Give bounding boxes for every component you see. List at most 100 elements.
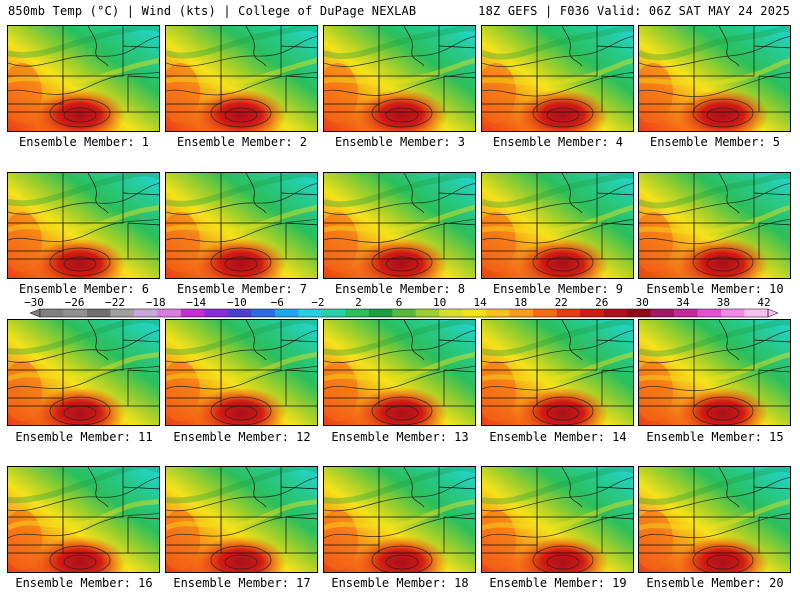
- ensemble-member-panel: [323, 25, 476, 132]
- ensemble-member-label: Ensemble Member: 6: [18, 282, 150, 296]
- temperature-map: [482, 173, 633, 278]
- ensemble-member-label: Ensemble Member: 16: [15, 576, 153, 590]
- colorbar-swatch: [486, 309, 510, 317]
- colorbar-swatch: [86, 309, 111, 317]
- colorbar-tick-label: −26: [65, 296, 85, 309]
- ensemble-member-label: Ensemble Member: 13: [331, 430, 469, 444]
- colorbar-swatch: [345, 309, 370, 317]
- ensemble-member-label: Ensemble Member: 19: [489, 576, 627, 590]
- temperature-map: [639, 173, 790, 278]
- ensemble-member-panel: [323, 319, 476, 426]
- ensemble-member-label: Ensemble Member: 7: [176, 282, 308, 296]
- colorbar-swatch: [533, 309, 557, 317]
- ensemble-member-panel: [481, 25, 634, 132]
- colorbar-swatch: [392, 309, 417, 317]
- colorbar-swatch: [721, 309, 745, 317]
- colorbar-swatch: [321, 309, 346, 317]
- temperature-map: [482, 320, 633, 425]
- colorbar-swatch: [63, 309, 88, 317]
- temperature-map: [166, 26, 317, 131]
- ensemble-member-label: Ensemble Member: 17: [173, 576, 311, 590]
- colorbar-swatch: [251, 309, 276, 317]
- model-valid-time: 18Z GEFS | F036 Valid: 06Z SAT MAY 24 20…: [478, 4, 790, 18]
- ensemble-member-label: Ensemble Member: 8: [334, 282, 466, 296]
- ensemble-member-label: Ensemble Member: 18: [331, 576, 469, 590]
- colorbar-swatch: [603, 309, 628, 317]
- colorbar-tick-label: 14: [473, 296, 487, 309]
- colorbar-tick-label: 18: [514, 296, 527, 309]
- temperature-map: [8, 467, 159, 572]
- temperature-map: [166, 320, 317, 425]
- temperature-colorbar: −30 −26 −22 −18 −14 −10 −6 −2 2 6 10 14 18 22 26 30 34 38…: [24, 296, 779, 318]
- ensemble-member-label: Ensemble Member: 9: [492, 282, 624, 296]
- ensemble-member-label: Ensemble Member: 1: [18, 135, 150, 149]
- colorbar-tick-label: −14: [186, 296, 206, 309]
- temperature-map: [639, 467, 790, 572]
- colorbar-tick-label: 42: [757, 296, 770, 309]
- temperature-map: [8, 173, 159, 278]
- ensemble-member-panel: [323, 172, 476, 279]
- ensemble-member-panel: [165, 319, 318, 426]
- ensemble-member-label: Ensemble Member: 12: [173, 430, 311, 444]
- colorbar-tick-label: 38: [717, 296, 730, 309]
- colorbar-swatch: [580, 309, 604, 317]
- ensemble-member-panel: [638, 466, 791, 573]
- colorbar-swatch: [133, 309, 158, 317]
- colorbar-swatch: [462, 309, 487, 317]
- ensemble-member-label: Ensemble Member: 3: [334, 135, 466, 149]
- colorbar-swatch: [697, 309, 722, 317]
- temperature-map: [166, 467, 317, 572]
- colorbar-swatch: [227, 309, 252, 317]
- temperature-map: [482, 467, 633, 572]
- ensemble-member-panel: [481, 319, 634, 426]
- colorbar-tick-label: 34: [676, 296, 690, 309]
- colorbar-tick-label: 26: [595, 296, 608, 309]
- colorbar-swatch: [368, 309, 393, 317]
- ensemble-member-panel: [7, 319, 160, 426]
- ensemble-member-panel: [481, 466, 634, 573]
- colorbar-low-end: [29, 308, 41, 318]
- colorbar-swatch: [744, 309, 769, 317]
- colorbar-high-end: [767, 308, 779, 318]
- colorbar-tick-label: 10: [433, 296, 446, 309]
- colorbar-swatch: [110, 309, 135, 317]
- colorbar-swatch: [439, 309, 464, 317]
- temperature-map: [324, 173, 475, 278]
- colorbar-tick-label: −30: [24, 296, 44, 309]
- colorbar-tick-label: 2: [355, 296, 362, 309]
- ensemble-member-label: Ensemble Member: 15: [646, 430, 784, 444]
- ensemble-member-label: Ensemble Member: 11: [15, 430, 153, 444]
- temperature-map: [639, 26, 790, 131]
- ensemble-member-panel: [7, 466, 160, 573]
- temperature-map: [324, 467, 475, 572]
- colorbar-swatch: [627, 309, 651, 317]
- colorbar-tick-label: −6: [271, 296, 284, 309]
- temperature-map: [482, 26, 633, 131]
- colorbar-swatch: [157, 309, 182, 317]
- temperature-map: [324, 26, 475, 131]
- ensemble-member-panel: [165, 25, 318, 132]
- colorbar-swatch: [180, 309, 205, 317]
- colorbar-tick-label: −18: [146, 296, 166, 309]
- ensemble-member-label: Ensemble Member: 5: [649, 135, 781, 149]
- colorbar-swatch: [556, 309, 581, 317]
- ensemble-member-label: Ensemble Member: 10: [646, 282, 784, 296]
- ensemble-member-panel: [165, 172, 318, 279]
- colorbar-swatch: [415, 309, 440, 317]
- ensemble-member-label: Ensemble Member: 20: [646, 576, 784, 590]
- colorbar-swatch: [674, 309, 698, 317]
- ensemble-member-panel: [323, 466, 476, 573]
- colorbar-swatch: [274, 309, 299, 317]
- colorbar-swatch: [650, 309, 675, 317]
- ensemble-member-label: Ensemble Member: 4: [492, 135, 624, 149]
- ensemble-member-label: Ensemble Member: 2: [176, 135, 308, 149]
- colorbar-tick-label: −10: [227, 296, 247, 309]
- ensemble-member-panel: [481, 172, 634, 279]
- colorbar-tick-label: 22: [555, 296, 568, 309]
- temperature-map: [8, 320, 159, 425]
- temperature-map: [166, 173, 317, 278]
- colorbar-tick-label: 6: [396, 296, 403, 309]
- colorbar-swatch: [204, 309, 229, 317]
- colorbar-swatch: [509, 309, 534, 317]
- temperature-map: [324, 320, 475, 425]
